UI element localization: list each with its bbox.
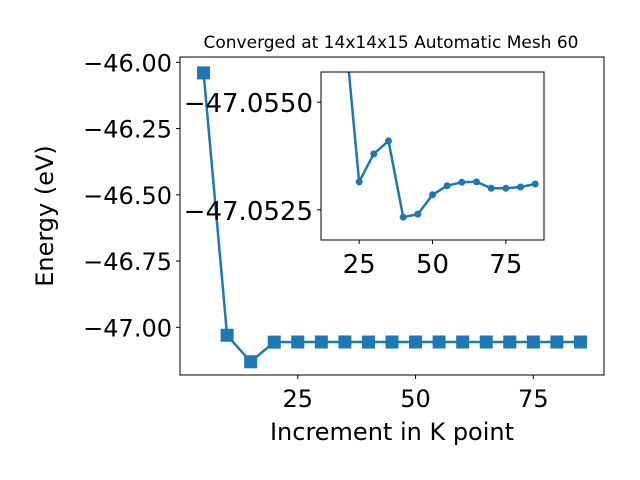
main-data-point — [409, 335, 423, 349]
inset-x-ticks: 25 50 75 — [343, 240, 522, 280]
inset-data-point — [414, 210, 422, 218]
main-data-point — [550, 335, 564, 349]
main-x-tick-label: 25 — [283, 385, 314, 413]
inset-data-point — [502, 184, 510, 192]
main-plot: 25 50 75 −46.00 −46.25 −46.50 −46.75 −47.00 Co… — [31, 33, 605, 446]
inset-x-tick-label: 25 — [343, 250, 376, 280]
inset-data-point — [370, 150, 378, 158]
main-y-tick-label: −46.00 — [83, 49, 172, 77]
main-data-point — [432, 335, 446, 349]
main-data-point — [267, 335, 281, 349]
main-x-tick-label: 75 — [518, 385, 549, 413]
main-data-point — [338, 335, 352, 349]
main-data-point — [526, 335, 540, 349]
main-y-ticks: −46.00 −46.25 −46.50 −46.75 −47.00 — [83, 49, 180, 342]
x-axis-label: Increment in K point — [270, 418, 514, 446]
main-data-point — [456, 335, 470, 349]
main-data-point — [291, 335, 305, 349]
main-data-point — [503, 335, 517, 349]
inset-y-ticks: −47.0550 −47.0525 — [184, 89, 321, 227]
main-data-point — [573, 335, 587, 349]
main-data-point — [479, 335, 493, 349]
main-x-ticks: 25 50 75 — [283, 375, 549, 413]
main-data-point — [385, 335, 399, 349]
inset-data-point — [443, 182, 451, 190]
main-y-tick-label: −46.75 — [83, 248, 172, 276]
inset-y-tick-label: −47.0550 — [184, 89, 313, 119]
inset-x-tick-label: 50 — [416, 250, 449, 280]
inset-data-point — [384, 137, 392, 145]
inset-data-point — [531, 180, 539, 188]
inset-data-point — [399, 213, 407, 221]
chart-title: Converged at 14x14x15 Automatic Mesh 60 — [204, 33, 579, 53]
inset-data-point — [429, 191, 436, 199]
main-data-point — [197, 66, 211, 80]
main-y-tick-label: −46.25 — [83, 116, 172, 144]
main-series — [197, 66, 587, 369]
main-plot-frame — [179, 56, 605, 376]
main-data-point — [244, 355, 258, 369]
inset-data-point — [458, 178, 466, 186]
inset-data-point — [355, 178, 363, 186]
inset-data-point — [517, 183, 525, 191]
inset-series — [341, 21, 539, 221]
y-axis-label: Energy (eV) — [31, 145, 59, 287]
inset-data-point — [341, 21, 348, 28]
main-y-tick-label: −47.00 — [83, 314, 172, 342]
main-data-point — [220, 328, 234, 342]
main-data-point — [314, 335, 328, 349]
inset-plot-background — [321, 72, 544, 240]
main-y-tick-label: −46.50 — [83, 182, 172, 210]
inset-plot: 25 50 75 −47.0550 −47.0525 — [184, 21, 545, 280]
inset-data-point — [473, 178, 481, 186]
main-data-point — [361, 335, 375, 349]
inset-data-point — [487, 184, 495, 192]
inset-y-tick-label: −47.0525 — [184, 197, 313, 227]
main-x-tick-label: 50 — [400, 385, 431, 413]
inset-x-tick-label: 75 — [489, 250, 522, 280]
